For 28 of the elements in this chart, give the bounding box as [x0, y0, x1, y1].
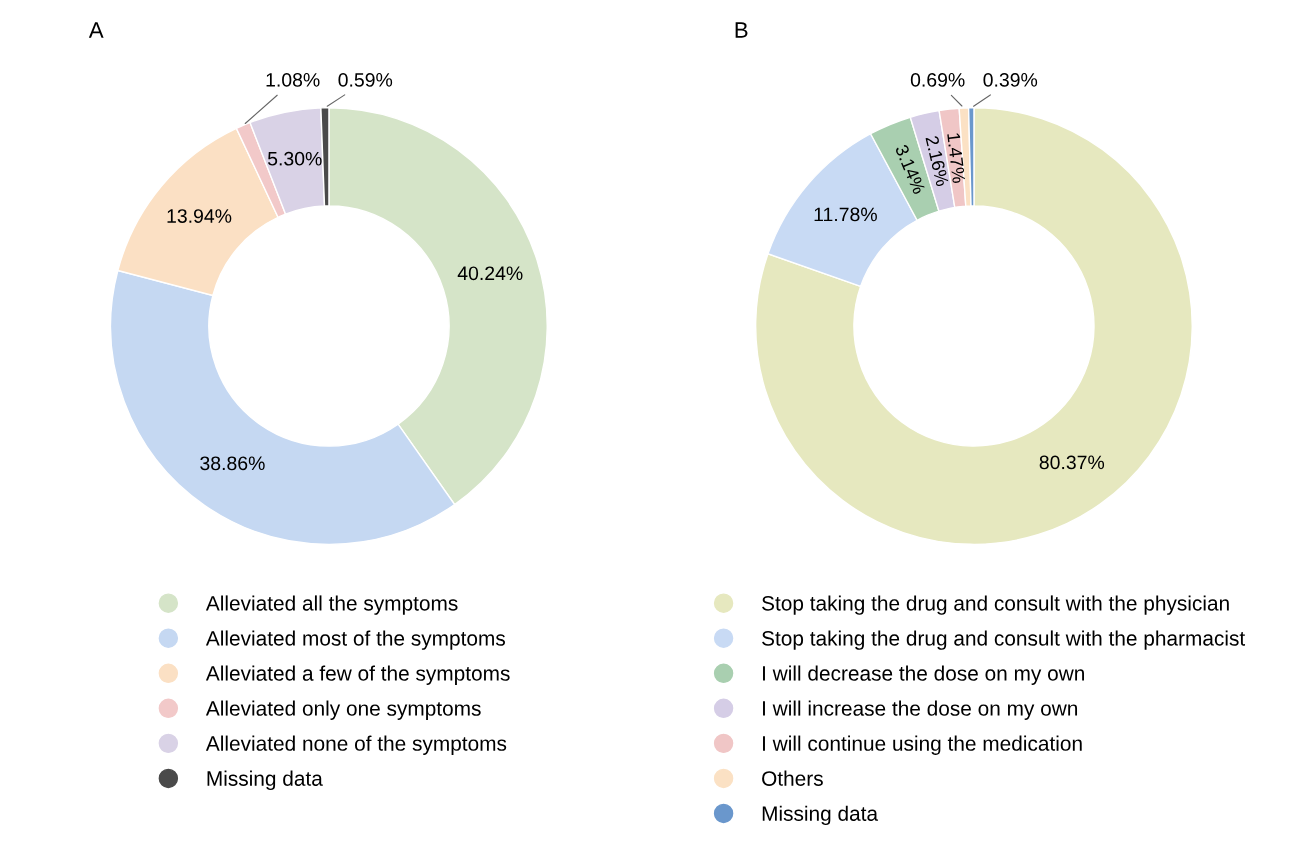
legend-label: I will decrease the dose on my own [763, 665, 1084, 685]
legend-label: Stop taking the drug and consult with the physician [762, 595, 1229, 615]
data-label: 1.47% [947, 133, 966, 184]
data-label: 3.14% [894, 143, 926, 195]
legend-label: Missing data [207, 770, 323, 791]
legend-label: Missing data [762, 805, 879, 826]
legend-label: Alleviated most of the symptoms [205, 630, 505, 650]
donut-slice [754, 107, 1193, 546]
legend-label: Alleviated all the symptoms [205, 595, 458, 615]
legend-label: I will increase the dose on my own [763, 700, 1078, 720]
data-label: 80.37% [1039, 455, 1105, 470]
legend-label: Alleviated a few of the symptoms [205, 665, 510, 685]
legend-label: Alleviated none of the symptoms [205, 735, 507, 755]
data-label: 11.78% [814, 207, 877, 222]
chart-title: A [88, 22, 104, 38]
data-label: 5.30% [267, 151, 322, 166]
legend-label: Alleviated only one symptoms [205, 700, 481, 720]
data-label: 40.24% [457, 266, 523, 281]
data-label: 0.39% [983, 72, 1038, 87]
legend-label: Others [762, 770, 823, 786]
legend-label: Stop taking the drug and consult with the pharmacist [762, 630, 1246, 650]
data-label: 0.69% [910, 72, 965, 87]
data-label: 0.59% [338, 72, 393, 87]
data-label: 1.08% [266, 72, 320, 87]
data-label: 38.86% [200, 456, 265, 471]
data-label: 13.94% [167, 209, 232, 223]
legend-label: I will continue using the medication [763, 735, 1082, 755]
chart-title: B [735, 22, 748, 38]
